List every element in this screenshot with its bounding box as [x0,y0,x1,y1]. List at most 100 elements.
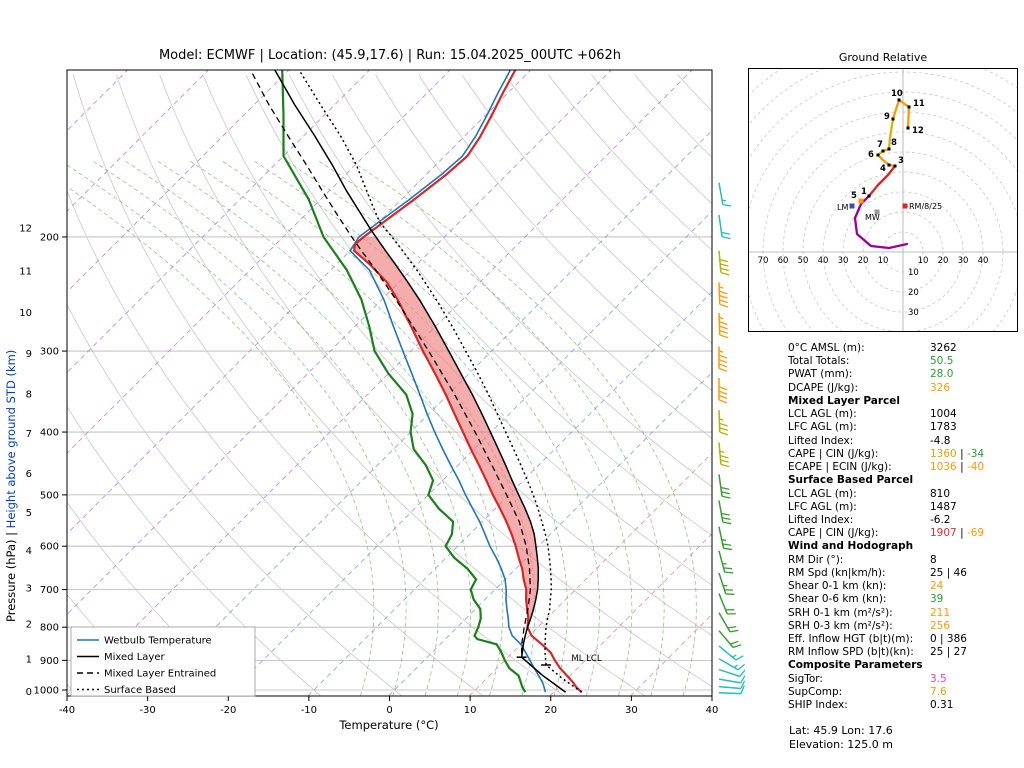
stat-value: -6.2 [930,514,951,527]
stat-row: 0°C AMSL (m): 3262 [788,342,1022,355]
svg-text:1: 1 [861,187,867,197]
elevation-text: Elevation: 125.0 m [789,738,894,751]
stat-label: LCL AGL (m): [788,487,857,500]
svg-text:8: 8 [891,138,897,148]
stat-label: LFC AGL (m): [788,421,857,434]
svg-text:600: 600 [40,542,59,553]
stat-section-header: Composite Parameters [788,659,923,672]
stat-value: 1487 [930,500,957,513]
svg-text:Wetbulb Temperature: Wetbulb Temperature [104,636,212,647]
stat-value: 3.5 [930,672,947,685]
svg-text:-20: -20 [220,705,236,716]
stat-row: Shear 0-6 km (kn): 39 [788,593,1022,606]
stat-value: 1783 [930,421,957,434]
svg-text:10: 10 [891,89,903,99]
hodo-height-labels: 1 3 4 5 67 8 9 10 11 12 [851,89,925,201]
svg-text:2: 2 [26,619,32,630]
svg-text:12: 12 [19,223,32,234]
stat-value: 24 [930,580,944,593]
parcel-sb-curve [298,70,583,693]
svg-text:3: 3 [26,583,32,594]
svg-text:20: 20 [544,705,557,716]
svg-text:900: 900 [40,656,59,667]
svg-text:Mixed Layer: Mixed Layer [104,652,165,663]
stat-row: SigTor: 3.5 [788,673,1022,686]
stat-row: RM Inflow SPD (b|t)(kn): 25 | 27 [788,646,1022,659]
stat-value: 0 | 386 [930,633,967,646]
svg-text:LM: LM [837,203,848,212]
stat-row: Lifted Index: -4.8 [788,435,1022,448]
stat-label: SRH 0-1 km (m²/s²): [788,606,893,619]
stat-row: RM Spd (kn|km/h): 25 | 46 [788,567,1022,580]
stat-value: 211 [930,606,951,619]
stat-section-header: Surface Based Parcel [788,474,914,487]
svg-text:-40: -40 [59,705,75,716]
stat-label: SupComp: [788,686,843,699]
svg-text:0: 0 [26,687,32,698]
legend: Wetbulb Temperature Mixed Layer Mixed Laye… [70,626,256,697]
svg-text:-10: -10 [301,705,317,716]
stat-value: -4.8 [930,434,951,447]
plot-frame [66,69,713,697]
stat-value: 3262 [930,342,957,354]
svg-text:10: 10 [878,256,889,266]
stat-section-header: Wind and Hodograph [788,540,914,553]
svg-text:30: 30 [625,705,638,716]
stat-label: LFC AGL (m): [788,500,857,513]
stat-row: Lifted Index: -6.2 [788,514,1022,527]
svg-text:12: 12 [912,126,924,136]
stat-label: 0°C AMSL (m): [788,342,865,354]
stat-label: ECAPE | ECIN (J/kg): [788,461,892,474]
wind-barbs [718,182,745,695]
svg-text:70: 70 [758,256,769,266]
stat-value: 28.0 [930,368,954,381]
svg-text:-30: -30 [139,705,155,716]
svg-text:6: 6 [868,150,874,160]
svg-text:9: 9 [26,349,32,360]
ml-lcl-annotation: ML LCL [571,654,601,664]
svg-text:10: 10 [19,308,32,319]
svg-text:30: 30 [908,308,919,318]
dewpoint-curve [281,70,527,693]
isobar-gridlines [67,236,712,691]
svg-text:10: 10 [908,268,919,278]
temperature-curve [352,70,583,694]
temperature-tick-labels: -40 -30 -20 -10 0 10 20 30 40 [59,696,718,716]
chart-title: Model: ECMWF | Location: (45.9,17.6) | R… [158,48,622,63]
y-axis-label: Pressure (hPa) | Height above ground STD… [4,350,18,622]
stat-row: SupComp: 7.6 [788,686,1022,699]
skewt-plot-area [67,70,712,696]
stat-row: SRH 0-1 km (m²/s²): 211 [788,607,1022,620]
svg-text:3: 3 [898,156,904,166]
stat-label: RM Inflow SPD (b|t)(kn): [788,646,914,659]
skewt-diagram: ML LCL2003004005006007008009001000121110… [4,69,745,732]
stat-row: DCAPE (J/kg): 326 [788,382,1022,395]
svg-text:9: 9 [884,112,890,122]
stat-label: CAPE | CIN (J/kg): [788,527,879,540]
stat-row: Shear 0-1 km (kn): 24 [788,580,1022,593]
svg-text:30: 30 [958,256,969,266]
stat-row: Eff. Inflow HGT (b|t)(m): 0 | 386 [788,633,1022,646]
hodo-range-rings [748,68,1018,332]
svg-text:500: 500 [40,490,59,501]
svg-text:Pressure (hPa) | Height: Pressure (hPa) | Height above ground STD… [4,350,18,622]
svg-text:5: 5 [26,508,32,519]
svg-text:11: 11 [19,266,32,277]
svg-text:1: 1 [26,654,32,665]
stat-value: 0.31 [930,699,954,712]
svg-text:10: 10 [464,705,477,716]
stat-value: 25 | 46 [930,567,967,580]
svg-text:Mixed Layer Entrained: Mixed Layer Entrained [104,669,216,680]
svg-text:300: 300 [40,347,59,358]
stat-label: PWAT (mm): [788,368,853,381]
stat-value: 326 [930,381,951,394]
stat-label: Eff. Inflow HGT (b|t)(m): [788,633,914,646]
stat-row: LCL AGL (m): 810 [788,488,1022,501]
svg-text:4: 4 [880,164,886,174]
stat-label: Shear 0-1 km (kn): [788,580,887,593]
trace-segment-3-6km [876,153,897,168]
stat-row: LFC AGL (m): 1487 [788,501,1022,514]
svg-text:6: 6 [26,469,32,480]
hodograph-trace [853,98,911,250]
